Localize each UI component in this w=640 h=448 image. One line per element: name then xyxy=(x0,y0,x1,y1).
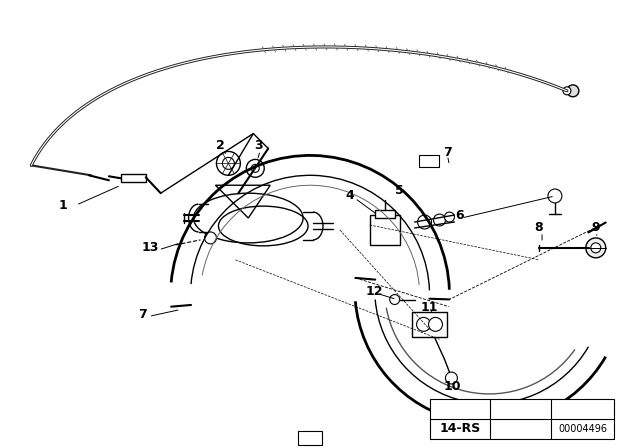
Bar xyxy=(412,312,447,337)
Circle shape xyxy=(390,294,399,305)
Circle shape xyxy=(205,232,216,244)
Circle shape xyxy=(417,215,431,229)
Text: 7: 7 xyxy=(443,146,452,159)
Text: 9: 9 xyxy=(591,221,600,234)
Text: 5: 5 xyxy=(396,184,404,197)
Bar xyxy=(370,215,399,245)
Text: 10: 10 xyxy=(444,380,461,393)
Bar xyxy=(419,155,439,167)
Text: 2: 2 xyxy=(216,139,225,152)
Text: 1: 1 xyxy=(59,198,67,211)
Bar xyxy=(298,431,322,444)
Bar xyxy=(429,399,614,439)
Circle shape xyxy=(445,372,458,384)
Text: 7: 7 xyxy=(138,308,147,321)
Circle shape xyxy=(246,159,264,177)
Bar xyxy=(121,174,146,182)
Circle shape xyxy=(429,318,442,332)
Text: 00004496: 00004496 xyxy=(558,424,607,434)
Circle shape xyxy=(433,214,445,226)
Circle shape xyxy=(591,243,601,253)
Circle shape xyxy=(252,164,259,172)
Text: 8: 8 xyxy=(535,221,543,234)
Circle shape xyxy=(444,212,454,222)
Circle shape xyxy=(216,151,241,175)
Circle shape xyxy=(586,238,605,258)
Text: 12: 12 xyxy=(366,285,383,298)
Text: 6: 6 xyxy=(455,209,464,222)
Text: 14-RS: 14-RS xyxy=(439,422,481,435)
Circle shape xyxy=(563,87,571,95)
Text: 11: 11 xyxy=(420,301,438,314)
Circle shape xyxy=(548,189,562,203)
Text: 4: 4 xyxy=(346,189,355,202)
Circle shape xyxy=(223,157,234,169)
Text: 3: 3 xyxy=(254,139,262,152)
Circle shape xyxy=(417,318,431,332)
Text: 13: 13 xyxy=(142,241,159,254)
Circle shape xyxy=(567,85,579,97)
Bar xyxy=(375,210,395,218)
